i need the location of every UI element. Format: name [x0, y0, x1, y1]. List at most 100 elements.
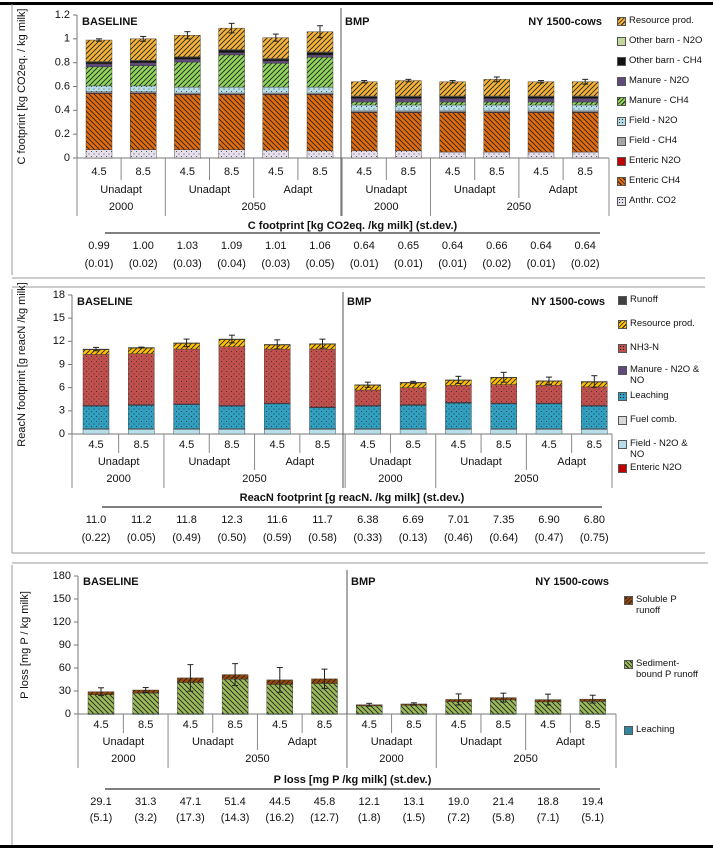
- stdev-value: (0.01): [527, 258, 556, 270]
- rcp-label: 8.5: [227, 719, 242, 731]
- farm-label: NY 1500-cows: [535, 576, 609, 588]
- total-value: 12.1: [358, 796, 379, 808]
- bar-segment: [490, 429, 517, 435]
- bar-segment: [490, 384, 517, 404]
- y-tick-label: 1.2: [55, 9, 70, 21]
- total-value: 7.35: [493, 514, 514, 526]
- bar-segment: [527, 98, 555, 103]
- legend-swatch: [617, 177, 626, 186]
- bar-segment: [306, 150, 334, 159]
- bar-segment: [82, 406, 110, 429]
- y-tick-label: 1: [64, 33, 70, 45]
- scenario-label: Unadapt: [192, 736, 234, 748]
- bar-segment: [356, 705, 383, 715]
- total-value: 1.03: [177, 240, 198, 252]
- stdev-value: (5.1): [581, 812, 604, 824]
- scenario-label: Unadapt: [454, 184, 496, 196]
- bmp-label: BMP: [347, 296, 371, 308]
- legend-label: Field - N2O: [629, 115, 678, 126]
- bar-1: [82, 346, 110, 435]
- bar-segment: [129, 62, 157, 66]
- year-label: 2050: [507, 201, 531, 213]
- bar-segment: [400, 704, 428, 715]
- y-tick-label: 0: [64, 152, 70, 164]
- legend-item: Enteric N2O: [618, 462, 703, 473]
- rcp-label: 8.5: [405, 439, 420, 451]
- scenario-label: Unadapt: [189, 184, 231, 196]
- bar-segment: [306, 54, 334, 58]
- rcp-label: 4.5: [268, 166, 283, 178]
- bar-segment: [527, 81, 555, 97]
- rcp-label: 8.5: [136, 166, 151, 178]
- legend-item: Leaching: [618, 390, 703, 401]
- bar-segment: [306, 52, 334, 56]
- bar-segment: [85, 66, 113, 87]
- bar-segment: [262, 58, 289, 62]
- total-value: 0.64: [442, 240, 463, 252]
- bar-segment: [445, 429, 472, 435]
- bar-11: [534, 693, 562, 715]
- rcp-label: 8.5: [401, 166, 416, 178]
- rcp-label: 8.5: [224, 166, 239, 178]
- bar-10: [490, 371, 517, 435]
- legend-item: Other barn - N2O: [617, 35, 712, 46]
- stdev-value: (0.75): [580, 532, 609, 544]
- scenario-label: Adapt: [556, 736, 585, 748]
- legend-item: Anthr. CO2: [617, 195, 712, 206]
- stdev-value: (0.02): [129, 258, 158, 270]
- bar-segment: [527, 112, 555, 153]
- bar-2: [129, 35, 157, 159]
- total-value: 12.3: [221, 514, 242, 526]
- y-tick-label: 18: [53, 289, 65, 301]
- rcp-label: 8.5: [312, 166, 327, 178]
- bar-segment: [264, 403, 291, 429]
- stdev-value: (0.01): [85, 258, 114, 270]
- bar-segment: [351, 96, 378, 99]
- bar-8: [400, 702, 428, 715]
- year-label: 2000: [106, 473, 130, 485]
- bar-segment: [262, 63, 289, 88]
- rcp-label: 4.5: [357, 166, 372, 178]
- legend-label: Other barn - CH4: [629, 55, 702, 66]
- bar-segment: [218, 54, 245, 88]
- stdev-value: (0.50): [218, 532, 247, 544]
- y-tick-label: 12: [53, 335, 65, 347]
- rcp-label: 4.5: [445, 166, 460, 178]
- top-rule: [0, 2, 713, 5]
- bar-segment: [128, 429, 155, 435]
- bar-segment: [173, 404, 200, 429]
- legend-label: Resource prod.: [630, 318, 695, 329]
- legend-swatch: [617, 37, 626, 46]
- bar-segment: [395, 96, 422, 99]
- bar-segment: [85, 61, 113, 65]
- legend-swatch: [618, 440, 627, 449]
- rcp-label: 8.5: [406, 719, 421, 731]
- bar-segment: [129, 149, 157, 159]
- total-value: 0.65: [398, 240, 419, 252]
- stdev-value: (0.47): [535, 532, 564, 544]
- bar-segment: [581, 429, 608, 435]
- legend-item: Fuel comb.: [618, 414, 703, 425]
- farm-label: NY 1500-cows: [531, 296, 605, 308]
- total-value: 31.3: [135, 796, 156, 808]
- rcp-label: 4.5: [91, 166, 106, 178]
- rcp-label: 8.5: [585, 719, 600, 731]
- legend-swatch: [617, 17, 626, 26]
- bar-segment: [581, 406, 608, 429]
- bar-segment: [354, 429, 381, 435]
- legend-label: Field - N2O & NO: [630, 438, 688, 460]
- bar-segment: [128, 405, 155, 429]
- bar-segment: [483, 98, 510, 103]
- stdev-value: (0.49): [172, 532, 201, 544]
- total-value: 1.06: [309, 240, 330, 252]
- rcp-label: 4.5: [183, 719, 198, 731]
- bar-7: [351, 80, 378, 159]
- scenario-label: Adapt: [285, 456, 314, 468]
- legend-label: Enteric N2O: [630, 462, 682, 473]
- year-label: 2050: [514, 473, 538, 485]
- rcp-label: 8.5: [578, 166, 593, 178]
- stdev-value: (14.3): [221, 812, 250, 824]
- stdev-value: (0.04): [217, 258, 246, 270]
- bar-5: [264, 339, 291, 435]
- rcp-label: 8.5: [496, 719, 511, 731]
